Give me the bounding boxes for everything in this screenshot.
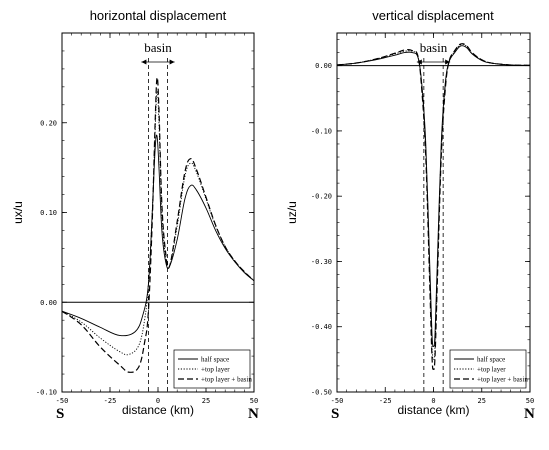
y-tick-label: -0.20	[311, 193, 332, 201]
y-tick-label: -0.30	[311, 258, 332, 266]
legend-label: +top layer + basin	[477, 376, 528, 384]
y-axis-label: ux/u	[11, 201, 25, 224]
x-axis-label: distance (km)	[397, 403, 469, 417]
y-axis-label: uz/u	[285, 201, 299, 224]
chart-panel-1: vertical displacement 0.00 -0.10 -0.20 -0.30…	[285, 8, 535, 422]
y-tick-label: 0.00	[315, 62, 332, 70]
x-tick-label: 0	[431, 397, 435, 405]
legend-label: +top layer + basin	[201, 376, 252, 384]
series-line-dotted	[61, 90, 255, 356]
x-tick-label: 50	[250, 397, 258, 405]
chart-title: horizontal displacement	[90, 8, 227, 23]
y-tick-label: -0.40	[311, 323, 332, 331]
side-label-north: N	[524, 406, 535, 422]
y-tick-label: 0.10	[40, 209, 57, 217]
x-tick-label: -25	[379, 397, 392, 405]
basin-arrowhead-left	[141, 59, 147, 65]
x-tick-label: -50	[331, 397, 344, 405]
chart-title: vertical displacement	[372, 8, 494, 23]
legend-label: +top layer	[201, 366, 230, 374]
x-tick-label: -50	[56, 397, 69, 405]
basin-annotation: basin	[144, 40, 172, 55]
x-tick-label: 25	[202, 397, 210, 405]
series-line-solid	[336, 45, 531, 347]
plot-frame	[336, 32, 531, 393]
legend-label: half space	[201, 356, 229, 364]
x-tick-label: -25	[104, 397, 117, 405]
basin-annotation: basin	[420, 40, 448, 55]
series-line-dashed	[336, 43, 531, 370]
y-tick-label: 0.00	[40, 299, 57, 307]
basin-arrowhead-right	[445, 59, 451, 65]
chart-panel-0: horizontal displacement -0.10 0.00 0.10 0.20…	[11, 8, 259, 422]
side-label-north: N	[248, 406, 259, 422]
basin-arrowhead-right	[169, 59, 175, 65]
y-tick-label: -0.10	[36, 389, 57, 397]
legend-label: +top layer	[477, 366, 506, 374]
x-axis-label: distance (km)	[122, 403, 194, 417]
x-tick-label: 50	[526, 397, 534, 405]
y-tick-label: 0.20	[40, 119, 57, 127]
y-tick-label: -0.50	[311, 389, 332, 397]
side-label-south: S	[331, 406, 339, 422]
x-tick-label: 25	[478, 397, 486, 405]
plot-frame	[61, 32, 255, 393]
series-line-dotted	[336, 43, 531, 360]
side-label-south: S	[56, 406, 64, 422]
series-line-dashed	[61, 77, 255, 373]
x-tick-label: 0	[156, 397, 160, 405]
legend-label: half space	[477, 356, 505, 364]
series-line-solid	[61, 134, 255, 337]
y-tick-label: -0.10	[311, 127, 332, 135]
